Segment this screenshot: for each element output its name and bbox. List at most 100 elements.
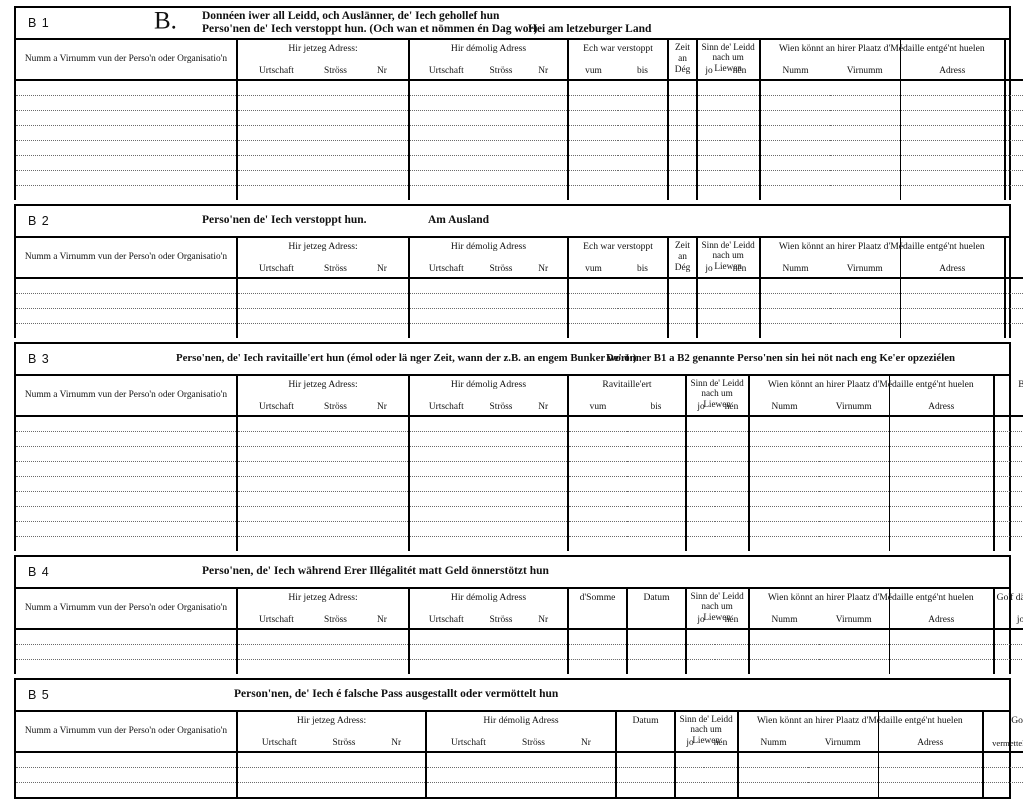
table-cell[interactable] bbox=[704, 782, 739, 797]
table-cell[interactable] bbox=[760, 170, 830, 186]
table-cell[interactable] bbox=[627, 461, 687, 477]
table-cell[interactable] bbox=[900, 95, 1006, 111]
table-cell[interactable] bbox=[704, 767, 739, 783]
table-cell[interactable] bbox=[878, 782, 984, 797]
table-cell[interactable] bbox=[760, 308, 830, 324]
table-cell[interactable] bbox=[16, 446, 238, 462]
table-cell[interactable] bbox=[686, 491, 715, 507]
table-cell[interactable] bbox=[900, 278, 1006, 294]
table-row[interactable] bbox=[16, 125, 1023, 141]
table-cell[interactable] bbox=[426, 752, 617, 768]
table-cell[interactable] bbox=[618, 155, 669, 171]
table-cell[interactable] bbox=[994, 431, 1023, 447]
table-cell[interactable] bbox=[715, 521, 750, 537]
table-row[interactable] bbox=[16, 155, 1023, 171]
table-cell[interactable] bbox=[237, 431, 410, 447]
table-cell[interactable] bbox=[819, 446, 890, 462]
table-cell[interactable] bbox=[900, 110, 1006, 126]
table-cell[interactable] bbox=[994, 461, 1023, 477]
table-cell[interactable] bbox=[720, 155, 761, 171]
table-cell[interactable] bbox=[760, 155, 830, 171]
table-cell[interactable] bbox=[16, 521, 238, 537]
table-cell[interactable] bbox=[697, 186, 720, 201]
table-cell[interactable] bbox=[1005, 186, 1023, 201]
table-cell[interactable] bbox=[819, 491, 890, 507]
table-cell[interactable] bbox=[760, 186, 830, 201]
table-cell[interactable] bbox=[697, 80, 720, 96]
table-cell[interactable] bbox=[237, 170, 410, 186]
table-cell[interactable] bbox=[686, 431, 715, 447]
table-cell[interactable] bbox=[738, 767, 808, 783]
table-cell[interactable] bbox=[994, 506, 1023, 522]
table-cell[interactable] bbox=[409, 521, 569, 537]
table-cell[interactable] bbox=[760, 324, 830, 339]
table-cell[interactable] bbox=[668, 308, 698, 324]
table-cell[interactable] bbox=[618, 170, 669, 186]
table-cell[interactable] bbox=[409, 110, 569, 126]
table-cell[interactable] bbox=[697, 170, 720, 186]
table-cell[interactable] bbox=[1005, 308, 1023, 324]
table-cell[interactable] bbox=[749, 476, 819, 492]
table-cell[interactable] bbox=[686, 506, 715, 522]
table-cell[interactable] bbox=[568, 186, 618, 201]
table-cell[interactable] bbox=[568, 324, 618, 339]
table-cell[interactable] bbox=[668, 155, 698, 171]
table-cell[interactable] bbox=[749, 660, 819, 675]
table-cell[interactable] bbox=[237, 491, 410, 507]
table-cell[interactable] bbox=[749, 446, 819, 462]
table-cell[interactable] bbox=[1005, 170, 1023, 186]
table-cell[interactable] bbox=[900, 155, 1006, 171]
table-cell[interactable] bbox=[409, 476, 569, 492]
table-cell[interactable] bbox=[16, 155, 238, 171]
table-cell[interactable] bbox=[237, 308, 410, 324]
table-cell[interactable] bbox=[618, 95, 669, 111]
table-cell[interactable] bbox=[749, 629, 819, 645]
table-cell[interactable] bbox=[686, 461, 715, 477]
table-cell[interactable] bbox=[16, 110, 238, 126]
table-cell[interactable] bbox=[668, 125, 698, 141]
table-cell[interactable] bbox=[668, 140, 698, 156]
table-cell[interactable] bbox=[237, 461, 410, 477]
table-cell[interactable] bbox=[889, 506, 995, 522]
table-cell[interactable] bbox=[760, 80, 830, 96]
table-cell[interactable] bbox=[568, 80, 618, 96]
table-cell[interactable] bbox=[668, 110, 698, 126]
table-row[interactable] bbox=[16, 752, 1023, 768]
table-cell[interactable] bbox=[237, 446, 410, 462]
table-cell[interactable] bbox=[409, 506, 569, 522]
table-cell[interactable] bbox=[16, 767, 238, 783]
table-cell[interactable] bbox=[668, 170, 698, 186]
table-cell[interactable] bbox=[889, 644, 995, 660]
table-cell[interactable] bbox=[568, 537, 627, 552]
table-cell[interactable] bbox=[16, 308, 238, 324]
table-cell[interactable] bbox=[618, 323, 669, 338]
table-cell[interactable] bbox=[697, 155, 720, 171]
table-cell[interactable] bbox=[900, 125, 1006, 141]
table-cell[interactable] bbox=[830, 323, 901, 338]
table-cell[interactable] bbox=[715, 506, 750, 522]
table-cell[interactable] bbox=[715, 644, 750, 660]
table-cell[interactable] bbox=[426, 767, 617, 783]
table-cell[interactable] bbox=[568, 125, 618, 141]
table-cell[interactable] bbox=[568, 644, 628, 660]
table-row[interactable] bbox=[16, 629, 1023, 645]
table-cell[interactable] bbox=[568, 95, 618, 111]
table-cell[interactable] bbox=[749, 491, 819, 507]
table-cell[interactable] bbox=[1005, 324, 1023, 339]
table-cell[interactable] bbox=[819, 536, 890, 551]
table-cell[interactable] bbox=[409, 659, 569, 674]
table-cell[interactable] bbox=[715, 491, 750, 507]
table-cell[interactable] bbox=[237, 629, 410, 645]
table-cell[interactable] bbox=[686, 660, 715, 675]
table-cell[interactable] bbox=[675, 783, 704, 798]
table-cell[interactable] bbox=[237, 506, 410, 522]
table-cell[interactable] bbox=[738, 783, 808, 798]
table-cell[interactable] bbox=[237, 767, 427, 783]
table-cell[interactable] bbox=[627, 521, 687, 537]
table-cell[interactable] bbox=[409, 461, 569, 477]
table-cell[interactable] bbox=[720, 170, 761, 186]
table-cell[interactable] bbox=[16, 278, 238, 294]
table-cell[interactable] bbox=[237, 185, 410, 200]
table-cell[interactable] bbox=[409, 629, 569, 645]
table-cell[interactable] bbox=[568, 140, 618, 156]
